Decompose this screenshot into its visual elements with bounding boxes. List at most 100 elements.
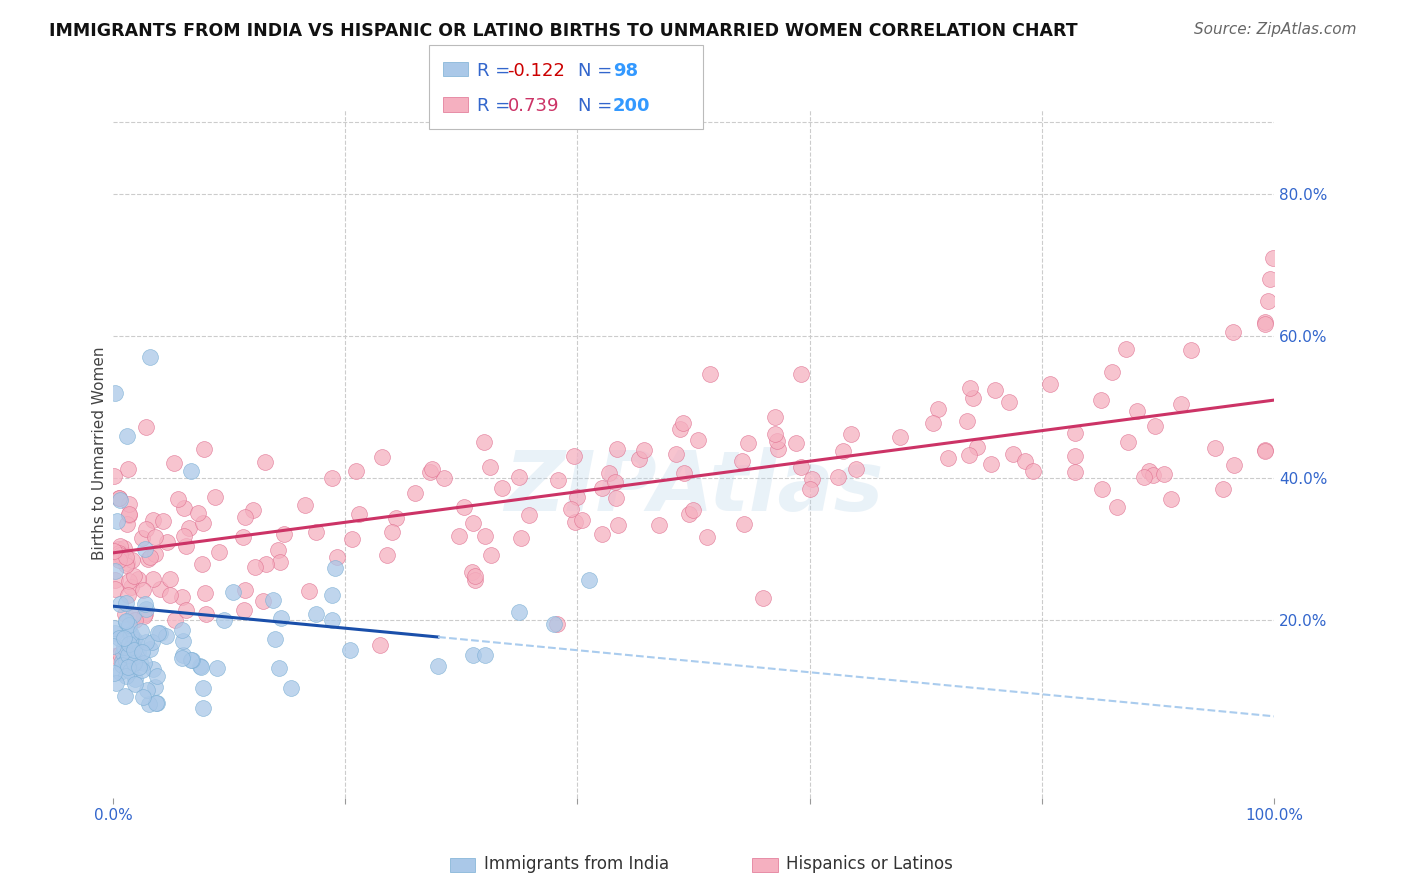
Text: Hispanics or Latinos: Hispanics or Latinos (786, 855, 953, 872)
Point (1063, 425, 1085, 440)
Point (562, 449, 585, 463)
Point (155, 535, 177, 549)
Point (1014, 454, 1036, 468)
Point (122, 569, 145, 583)
Point (172, 648, 194, 662)
Point (957, 448, 980, 462)
Point (107, 541, 129, 556)
Point (1204, 442, 1226, 456)
Point (179, 521, 201, 535)
Point (110, 548, 132, 562)
Point (984, 383, 1007, 397)
Point (672, 467, 695, 481)
Point (959, 380, 981, 394)
Point (1223, 458, 1246, 472)
Text: R =: R = (477, 97, 516, 115)
Point (111, 654, 134, 668)
Point (170, 591, 193, 605)
Point (159, 573, 181, 587)
Point (114, 558, 136, 573)
Point (114, 596, 136, 610)
Point (117, 660, 139, 674)
Point (188, 658, 211, 673)
Point (404, 486, 426, 500)
Point (956, 414, 979, 428)
Point (461, 648, 484, 662)
Point (108, 597, 131, 611)
Point (678, 508, 700, 522)
Point (212, 613, 235, 627)
Point (207, 661, 229, 675)
Point (1142, 468, 1164, 483)
Point (124, 632, 146, 646)
Point (766, 434, 789, 448)
Point (142, 513, 165, 527)
Point (1105, 500, 1128, 515)
Point (564, 515, 586, 529)
Point (1022, 464, 1045, 478)
Point (141, 635, 163, 649)
Point (922, 416, 945, 430)
Point (668, 421, 690, 435)
Point (118, 618, 141, 632)
Point (103, 665, 125, 680)
Text: 98: 98 (613, 62, 638, 79)
Point (1180, 343, 1202, 358)
Point (104, 573, 127, 587)
Text: Source: ZipAtlas.com: Source: ZipAtlas.com (1194, 22, 1357, 37)
Point (135, 602, 157, 616)
Point (699, 367, 721, 381)
Point (115, 654, 138, 668)
Point (997, 394, 1019, 409)
Point (682, 503, 704, 517)
Point (124, 609, 146, 624)
Point (180, 653, 202, 667)
Point (889, 430, 911, 444)
Point (108, 491, 131, 505)
Point (195, 607, 218, 622)
Point (633, 442, 655, 457)
Point (419, 465, 441, 479)
Point (139, 641, 162, 656)
Text: IMMIGRANTS FROM INDIA VS HISPANIC OR LATINO BIRTHS TO UNMARRIED WOMEN CORRELATIO: IMMIGRANTS FROM INDIA VS HISPANIC OR LAT… (49, 22, 1078, 40)
Point (342, 532, 364, 546)
Point (449, 528, 471, 542)
Point (173, 500, 195, 515)
Point (105, 514, 128, 528)
Point (321, 588, 343, 602)
Point (145, 697, 167, 711)
Point (305, 525, 328, 540)
Point (1254, 315, 1277, 329)
Point (962, 391, 984, 405)
Point (146, 696, 169, 710)
Point (127, 645, 149, 659)
Point (149, 626, 172, 640)
Point (1153, 467, 1175, 481)
Point (108, 665, 131, 679)
Point (118, 626, 141, 640)
Point (128, 660, 150, 674)
Point (785, 435, 807, 450)
Point (108, 647, 131, 661)
Point (120, 640, 142, 655)
Point (103, 544, 125, 558)
Text: R =: R = (477, 62, 516, 79)
Point (1254, 443, 1277, 458)
Point (565, 490, 588, 504)
Point (464, 573, 486, 587)
Point (1144, 419, 1167, 434)
Point (790, 460, 813, 475)
Point (381, 525, 404, 540)
Point (135, 634, 157, 648)
Point (174, 539, 197, 553)
Point (114, 615, 136, 629)
Point (273, 527, 295, 541)
Point (269, 555, 291, 569)
Point (461, 565, 484, 579)
Text: ZIPAtlas: ZIPAtlas (503, 447, 883, 528)
Point (304, 607, 326, 621)
Point (927, 401, 949, 416)
Point (127, 573, 149, 587)
Point (135, 419, 157, 434)
Point (174, 603, 197, 617)
